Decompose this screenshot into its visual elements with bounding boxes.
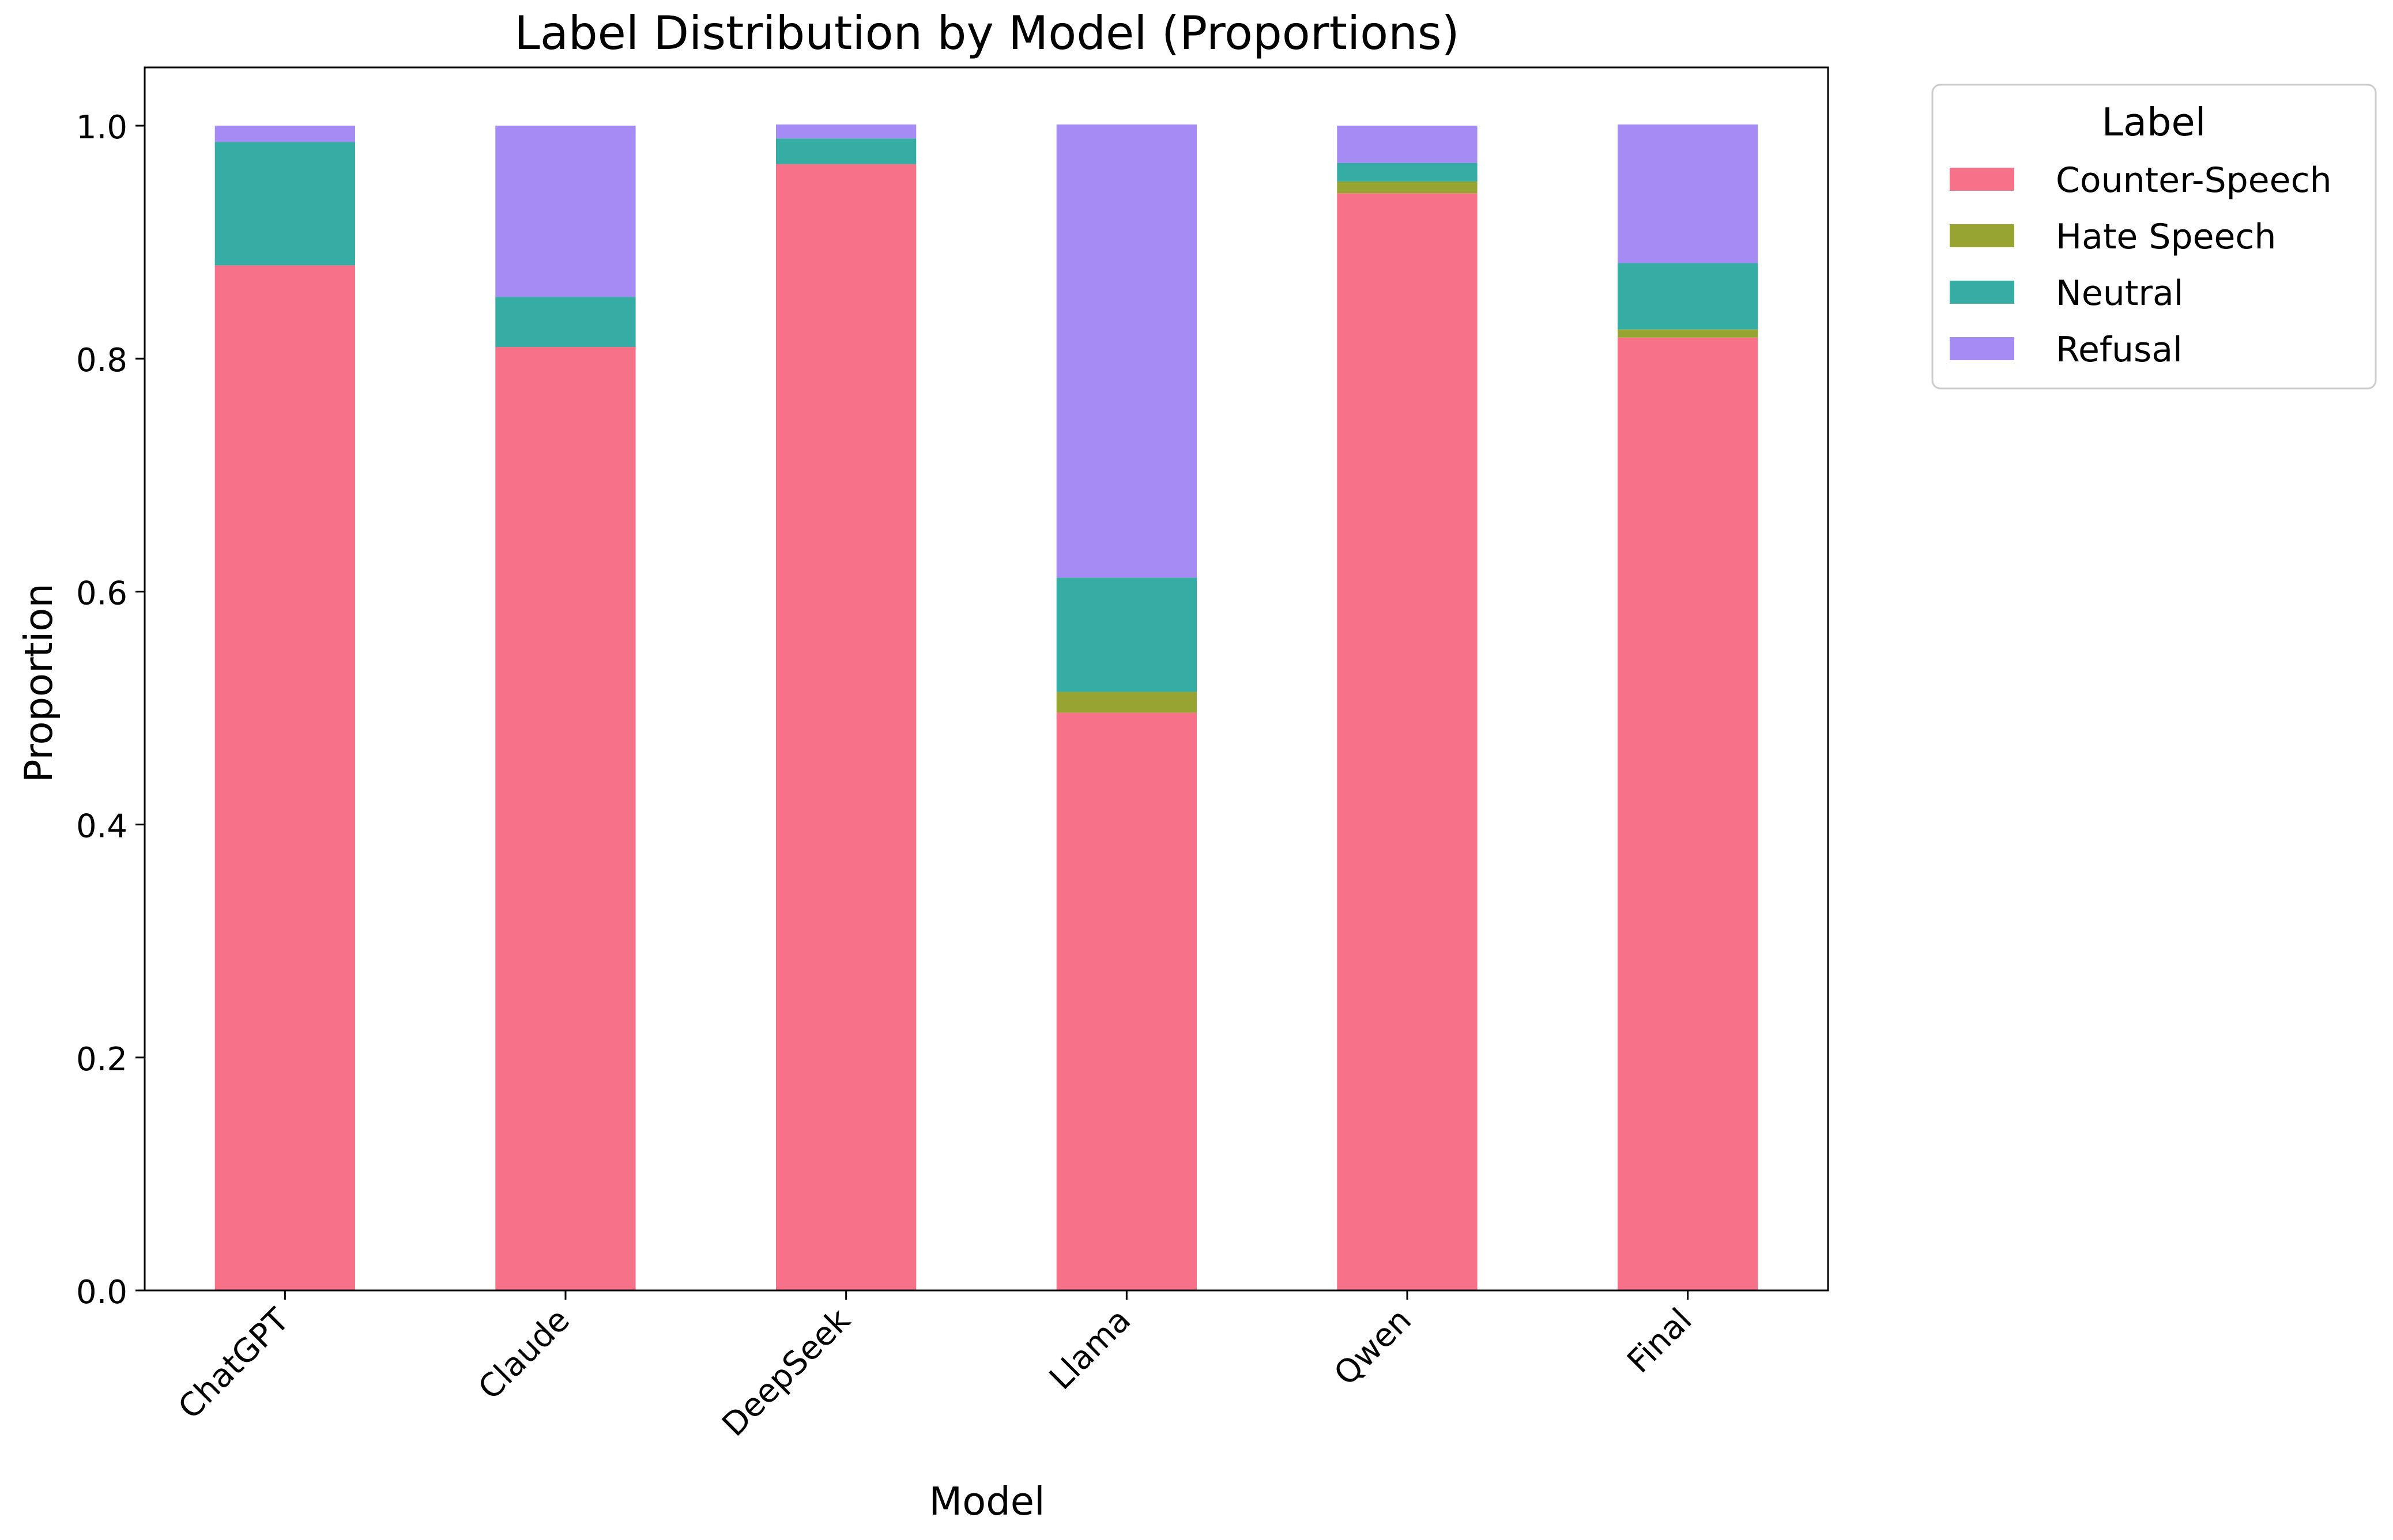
bar-segment <box>1056 578 1197 692</box>
legend: Label Counter-Speech Hate Speech Neutral Re… <box>1931 84 2377 390</box>
legend-swatch <box>1950 337 2014 360</box>
bar-segment <box>1056 692 1197 713</box>
bar-segment <box>1618 329 1758 338</box>
legend-swatch <box>1950 168 2014 191</box>
y-tick-label: 0.8 <box>76 342 127 379</box>
bar-segment <box>214 265 355 1291</box>
bar-segment <box>214 126 355 142</box>
bar-segment <box>214 142 355 266</box>
y-tick-label: 0.2 <box>76 1041 127 1078</box>
x-axis-label: Model <box>929 1479 1045 1524</box>
bar-segment <box>495 347 636 1290</box>
bar-segment <box>776 124 917 139</box>
legend-title: Label <box>2102 100 2206 145</box>
bar-segment <box>1337 182 1478 194</box>
bar-segment <box>1337 193 1478 1290</box>
bar-segment <box>1056 712 1197 1290</box>
y-tick-label: 1.0 <box>76 109 127 146</box>
legend-label: Hate Speech <box>2056 217 2276 257</box>
axes-frame <box>144 66 1829 1292</box>
legend-label: Refusal <box>2056 330 2183 370</box>
legend-swatch <box>1950 224 2014 247</box>
bar-segment <box>776 138 917 164</box>
y-tick-label: 0.0 <box>76 1274 127 1311</box>
y-axis: 0.0 0.2 0.4 0.6 0.8 1.0 <box>76 109 145 1311</box>
y-axis-label: Proportion <box>16 583 61 783</box>
bar-segment <box>1337 126 1478 163</box>
bar-segment <box>1618 337 1758 1290</box>
chart-title: Label Distribution by Model (Proportions… <box>514 6 1459 60</box>
legend-label: Counter-Speech <box>2056 160 2332 201</box>
bar-segment <box>1056 124 1197 578</box>
legend-swatch <box>1950 281 2014 304</box>
bar-segment <box>776 164 917 1291</box>
y-tick-label: 0.4 <box>76 808 127 846</box>
bar-segment <box>495 297 636 347</box>
legend-box <box>1931 84 2377 390</box>
bar-segment <box>1618 263 1758 330</box>
bar-segment <box>1618 124 1758 263</box>
bar-segment <box>1337 163 1478 182</box>
legend-label: Neutral <box>2056 273 2183 314</box>
plot-area <box>214 124 1758 1291</box>
bar-segment <box>495 126 636 297</box>
y-tick-label: 0.6 <box>76 575 127 612</box>
